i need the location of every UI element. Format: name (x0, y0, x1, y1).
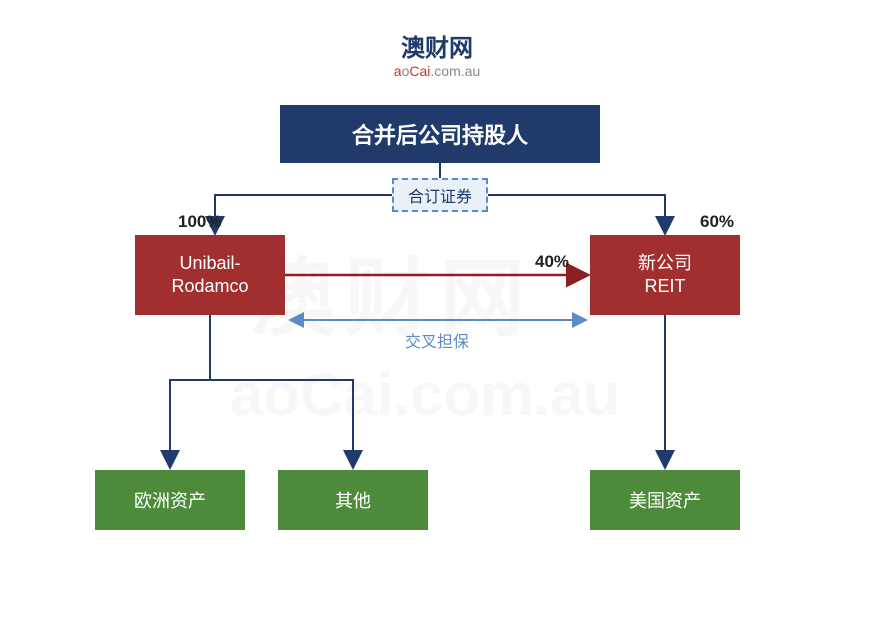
node-stapled-securities: 合订证券 (392, 178, 488, 212)
text-line: REIT (644, 276, 685, 296)
label-40pct: 40% (535, 252, 569, 272)
node-europe-assets: 欧洲资产 (95, 470, 245, 530)
watermark-en: aoCai.com.au (230, 360, 620, 429)
label-60pct: 60% (700, 212, 734, 232)
node-new-reit: 新公司 REIT (590, 235, 740, 315)
node-unibail-rodamco: Unibail- Rodamco (135, 235, 285, 315)
node-shareholders: 合并后公司持股人 (280, 105, 600, 163)
logo: 澳财网 aoCai.com.au (394, 28, 480, 79)
text-line: 新公司 (638, 253, 692, 273)
label-100pct: 100% (178, 212, 221, 232)
logo-cn-text: 澳财网 (394, 28, 480, 63)
watermark-cn: 澳财网 (250, 230, 535, 353)
label-cross-guarantee: 交叉担保 (405, 328, 469, 352)
text-line: Unibail- (179, 253, 240, 273)
node-us-assets: 美国资产 (590, 470, 740, 530)
logo-en-text: aoCai.com.au (394, 63, 480, 79)
node-other-assets: 其他 (278, 470, 428, 530)
text-line: Rodamco (171, 276, 248, 296)
